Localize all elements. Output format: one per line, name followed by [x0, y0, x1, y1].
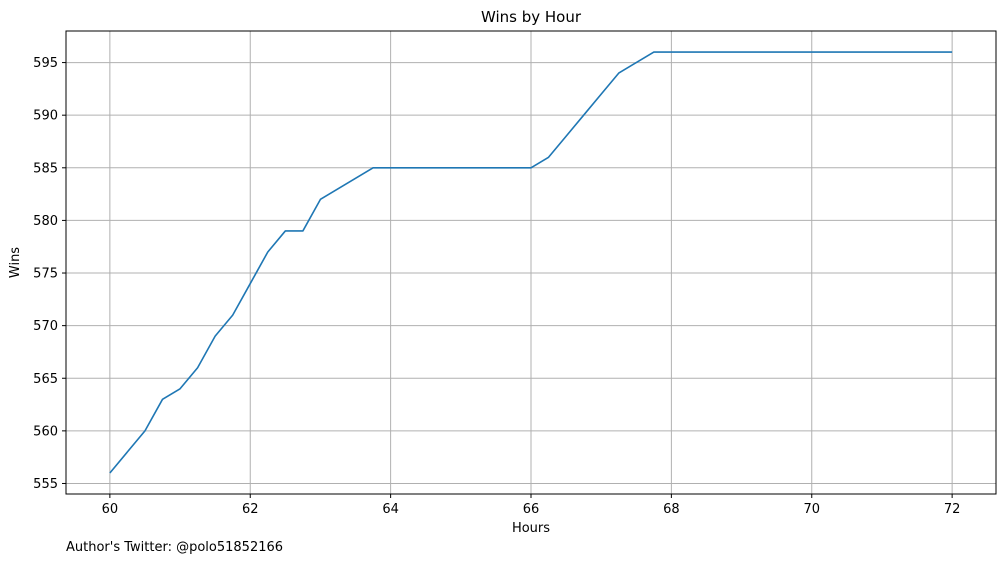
- y-axis-label: Wins: [8, 247, 23, 278]
- chart-title: Wins by Hour: [481, 8, 582, 26]
- x-tick-label: 60: [102, 502, 119, 517]
- y-tick-label: 570: [33, 319, 58, 334]
- y-tick-label: 580: [33, 214, 58, 229]
- y-tick-label: 560: [33, 424, 58, 439]
- y-tick-label: 590: [33, 109, 58, 124]
- y-tick-label: 575: [33, 267, 58, 282]
- series-layer: [109, 51, 953, 474]
- y-tick-label: 565: [33, 372, 58, 387]
- x-tick-label: 70: [803, 502, 820, 517]
- x-tick-label: 68: [663, 502, 680, 517]
- x-axis-label: Hours: [512, 521, 550, 536]
- author-footer: Author's Twitter: @polo51852166: [66, 540, 283, 555]
- x-tick-label: 64: [382, 502, 399, 517]
- y-tick-label: 585: [33, 161, 58, 176]
- y-tick-label: 595: [33, 56, 58, 71]
- series-line: [109, 51, 953, 474]
- y-tick-label: 555: [33, 477, 58, 492]
- x-tick-label: 72: [944, 502, 961, 517]
- tick-layer: 60 62 64 66 68 70 72 555 560 565 570 575 580 585 590 59…: [33, 56, 960, 517]
- x-tick-label: 62: [242, 502, 259, 517]
- x-tick-label: 66: [523, 502, 540, 517]
